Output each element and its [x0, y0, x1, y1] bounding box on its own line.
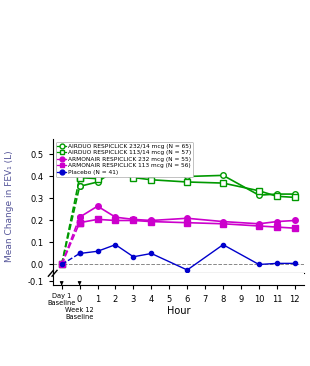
ARMONAIR RESPICLICK 232 mcg (N = 55): [221, 219, 225, 224]
ARMONAIR RESPICLICK 232 mcg (N = 55): [78, 215, 82, 219]
ARMONAIR RESPICLICK 232 mcg (N = 55): [113, 215, 117, 219]
AIRDUO RESPICLICK 113/14 mcg (N = 57): [96, 176, 100, 181]
ARMONAIR RESPICLICK 232 mcg (N = 55): [293, 218, 297, 223]
Line: ARMONAIR RESPICLICK 232 mcg (N = 55): ARMONAIR RESPICLICK 232 mcg (N = 55): [77, 203, 298, 227]
Placebo (N = 41): [275, 261, 279, 266]
AIRDUO RESPICLICK 232/14 mcg (N = 65): [275, 192, 279, 196]
ARMONAIR RESPICLICK 113 mcg (N = 56): [257, 224, 261, 228]
Placebo (N = 41): [149, 251, 153, 256]
ARMONAIR RESPICLICK 232 mcg (N = 55): [185, 216, 189, 220]
AIRDUO RESPICLICK 113/14 mcg (N = 57): [257, 188, 261, 193]
AIRDUO RESPICLICK 113/14 mcg (N = 57): [293, 195, 297, 199]
AIRDUO RESPICLICK 232/14 mcg (N = 65): [149, 173, 153, 178]
AIRDUO RESPICLICK 113/14 mcg (N = 57): [113, 171, 117, 175]
AIRDUO RESPICLICK 113/14 mcg (N = 57): [78, 175, 82, 180]
Text: Day 1
Baseline: Day 1 Baseline: [47, 293, 76, 306]
AIRDUO RESPICLICK 232/14 mcg (N = 65): [96, 180, 100, 184]
Text: Week 12
Baseline: Week 12 Baseline: [65, 307, 94, 321]
ARMONAIR RESPICLICK 113 mcg (N = 56): [131, 218, 135, 223]
AIRDUO RESPICLICK 113/14 mcg (N = 57): [149, 178, 153, 182]
Placebo (N = 41): [113, 243, 117, 247]
AIRDUO RESPICLICK 232/14 mcg (N = 65): [185, 174, 189, 179]
AIRDUO RESPICLICK 113/14 mcg (N = 57): [275, 194, 279, 198]
AIRDUO RESPICLICK 232/14 mcg (N = 65): [113, 168, 117, 172]
AIRDUO RESPICLICK 232/14 mcg (N = 65): [293, 192, 297, 196]
ARMONAIR RESPICLICK 113 mcg (N = 56): [293, 226, 297, 230]
ARMONAIR RESPICLICK 113 mcg (N = 56): [221, 221, 225, 226]
AIRDUO RESPICLICK 113/14 mcg (N = 57): [131, 175, 135, 180]
Placebo (N = 41): [78, 251, 82, 256]
Line: ARMONAIR RESPICLICK 113 mcg (N = 56): ARMONAIR RESPICLICK 113 mcg (N = 56): [77, 217, 298, 231]
AIRDUO RESPICLICK 113/14 mcg (N = 57): [221, 181, 225, 185]
AIRDUO RESPICLICK 113/14 mcg (N = 57): [185, 180, 189, 184]
Placebo (N = 41): [221, 243, 225, 247]
Placebo (N = 41): [293, 261, 297, 266]
ARMONAIR RESPICLICK 113 mcg (N = 56): [275, 225, 279, 229]
Placebo (N = 41): [96, 249, 100, 254]
ARMONAIR RESPICLICK 113 mcg (N = 56): [185, 220, 189, 225]
Placebo (N = 41): [131, 255, 135, 259]
AIRDUO RESPICLICK 232/14 mcg (N = 65): [221, 173, 225, 178]
AIRDUO RESPICLICK 232/14 mcg (N = 65): [257, 193, 261, 197]
ARMONAIR RESPICLICK 232 mcg (N = 55): [275, 219, 279, 224]
Text: Mean Change in FEV₁ (L): Mean Change in FEV₁ (L): [5, 150, 14, 262]
Legend: AIRDUO RESPICLICK 232/14 mcg (N = 65), AIRDUO RESPICLICK 113/14 mcg (N = 57), AR: AIRDUO RESPICLICK 232/14 mcg (N = 65), A…: [55, 142, 193, 177]
X-axis label: Hour: Hour: [166, 306, 190, 316]
Placebo (N = 41): [257, 262, 261, 267]
Placebo (N = 41): [185, 268, 189, 272]
ARMONAIR RESPICLICK 232 mcg (N = 55): [96, 204, 100, 208]
ARMONAIR RESPICLICK 232 mcg (N = 55): [257, 221, 261, 226]
Line: AIRDUO RESPICLICK 232/14 mcg (N = 65): AIRDUO RESPICLICK 232/14 mcg (N = 65): [77, 167, 298, 198]
ARMONAIR RESPICLICK 113 mcg (N = 56): [78, 220, 82, 225]
AIRDUO RESPICLICK 232/14 mcg (N = 65): [131, 171, 135, 175]
AIRDUO RESPICLICK 232/14 mcg (N = 65): [78, 184, 82, 188]
Line: AIRDUO RESPICLICK 113/14 mcg (N = 57): AIRDUO RESPICLICK 113/14 mcg (N = 57): [77, 171, 298, 200]
ARMONAIR RESPICLICK 113 mcg (N = 56): [113, 218, 117, 223]
ARMONAIR RESPICLICK 232 mcg (N = 55): [131, 217, 135, 221]
Line: Placebo (N = 41): Placebo (N = 41): [78, 243, 297, 272]
ARMONAIR RESPICLICK 113 mcg (N = 56): [149, 219, 153, 224]
ARMONAIR RESPICLICK 113 mcg (N = 56): [96, 217, 100, 221]
ARMONAIR RESPICLICK 232 mcg (N = 55): [149, 218, 153, 223]
